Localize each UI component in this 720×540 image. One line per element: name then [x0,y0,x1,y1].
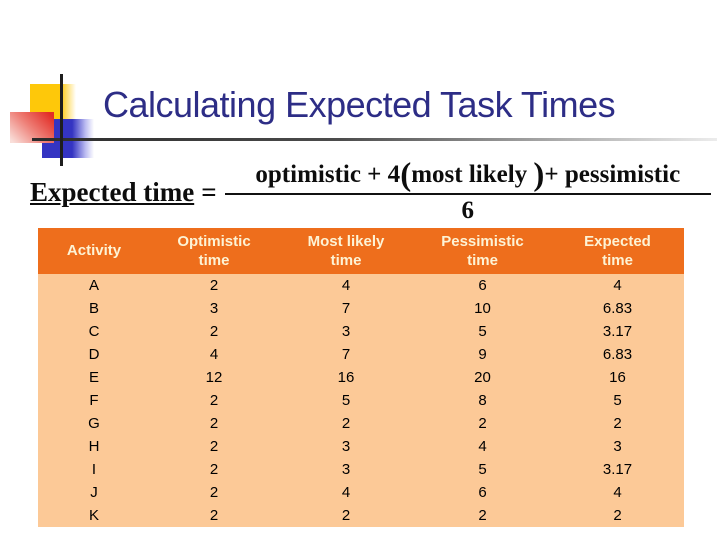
table-cell: 9 [414,343,551,366]
table-row: C 2 3 5 3.17 [38,320,684,343]
table-cell: K [38,504,150,527]
table-cell: E [38,366,150,389]
table-cell: 3.17 [551,458,684,481]
table-cell: B [38,297,150,320]
table-cell: 10 [414,297,551,320]
column-header: Activity [38,228,150,274]
table-cell: C [38,320,150,343]
column-header: Pessimistic time [414,228,551,274]
table-cell: 2 [278,412,414,435]
table-cell: 5 [278,389,414,412]
table-cell: 2 [150,389,278,412]
table-cell: D [38,343,150,366]
formula-denominator: 6 [461,196,475,224]
numerator-suffix: + pessimistic [544,160,681,188]
table-cell: A [38,274,150,297]
table-cell: 3 [278,458,414,481]
numerator-prefix: optimistic + 4 [255,160,401,188]
table-cell: I [38,458,150,481]
table-cell: J [38,481,150,504]
table-row: E 12 16 20 16 [38,366,684,389]
table-cell: 2 [551,412,684,435]
table-cell: 2 [150,435,278,458]
task-table-body: A 2 4 6 4 B 3 7 10 6.83 C 2 3 5 3.17 D 4 7 9 6.83 E 12 16 20 16 F… [38,274,684,527]
close-paren: ) [533,156,545,193]
table-cell: 2 [150,320,278,343]
table-cell: 2 [414,412,551,435]
table-cell: 2 [278,504,414,527]
table-row: B 3 7 10 6.83 [38,297,684,320]
table-cell: 4 [278,274,414,297]
table-cell: 6 [414,481,551,504]
table-row: D 4 7 9 6.83 [38,343,684,366]
table-cell: 6 [414,274,551,297]
open-paren: ( [400,156,412,193]
table-cell: 3.17 [551,320,684,343]
title-vertical-rule [60,74,63,166]
table-cell: G [38,412,150,435]
table-cell: 16 [278,366,414,389]
formula-lhs-label: Expected time [30,176,195,207]
table-row: I 2 3 5 3.17 [38,458,684,481]
formula-equals-sign: = [201,176,217,207]
table-cell: 4 [551,274,684,297]
table-cell: 4 [414,435,551,458]
table-cell: 2 [150,274,278,297]
table-cell: 8 [414,389,551,412]
column-header: Most likely time [278,228,414,274]
decoration-red-square [10,112,54,143]
table-cell: 4 [150,343,278,366]
numerator-inner: most likely [411,160,534,188]
table-cell: 2 [551,504,684,527]
table-cell: 3 [278,435,414,458]
table-cell: 2 [150,412,278,435]
table-cell: 7 [278,343,414,366]
task-table-head-row: Activity Optimistic time Most likely time P… [38,228,684,274]
formula-fraction: optimistic + 4(most likely )+ pessimisti… [224,156,711,225]
column-header: Optimistic time [150,228,278,274]
table-cell: 2 [150,481,278,504]
table-cell: 4 [278,481,414,504]
table-cell: H [38,435,150,458]
task-table: Activity Optimistic time Most likely time P… [38,228,684,527]
expected-time-formula: Expected time = optimistic + 4(most likel… [30,157,711,227]
table-cell: 5 [551,389,684,412]
column-header: Expected time [551,228,684,274]
table-cell: 3 [150,297,278,320]
table-cell: F [38,389,150,412]
table-cell: 12 [150,366,278,389]
page-title: Calculating Expected Task Times [103,84,616,125]
table-cell: 3 [278,320,414,343]
table-cell: 2 [414,504,551,527]
table-cell: 6.83 [551,343,684,366]
table-cell: 6.83 [551,297,684,320]
table-cell: 20 [414,366,551,389]
table-cell: 2 [150,458,278,481]
table-cell: 5 [414,458,551,481]
table-cell: 4 [551,481,684,504]
table-cell: 2 [150,504,278,527]
formula-lhs: Expected time = [30,177,217,208]
table-cell: 7 [278,297,414,320]
formula-numerator: optimistic + 4(most likely )+ pessimisti… [224,156,711,195]
table-cell: 3 [551,435,684,458]
table-cell: 16 [551,366,684,389]
table-cell: 5 [414,320,551,343]
title-horizontal-rule [32,138,717,141]
